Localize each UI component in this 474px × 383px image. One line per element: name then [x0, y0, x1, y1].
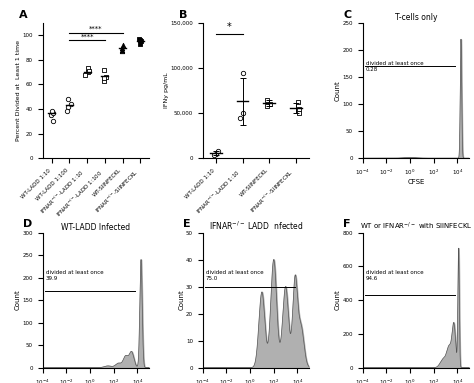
Point — [135, 36, 143, 42]
Point — [67, 101, 75, 107]
Point — [210, 152, 218, 158]
Point — [50, 110, 57, 116]
Point — [49, 118, 56, 124]
Point — [118, 47, 126, 53]
Text: B: B — [179, 10, 188, 20]
Title: T-cells only: T-cells only — [395, 13, 437, 22]
Point — [119, 42, 127, 48]
Text: ****: **** — [81, 34, 94, 39]
Point — [100, 67, 107, 73]
Point — [48, 108, 56, 115]
Point — [294, 99, 302, 105]
Y-axis label: Count: Count — [335, 290, 341, 311]
X-axis label: CFSE: CFSE — [407, 178, 425, 185]
Y-axis label: Count: Count — [15, 290, 21, 311]
Text: A: A — [19, 10, 28, 20]
Y-axis label: Count: Count — [179, 290, 184, 311]
Text: E: E — [183, 219, 191, 229]
Point — [84, 65, 92, 72]
Text: divided at least once
94.6: divided at least once 94.6 — [366, 270, 423, 281]
Text: D: D — [23, 219, 33, 229]
Point — [118, 48, 126, 54]
Point — [81, 72, 89, 78]
Text: divided at least once
39.9: divided at least once 39.9 — [46, 270, 103, 281]
Text: divided at least once
0.28: divided at least once 0.28 — [366, 61, 423, 72]
Title: WT-LADD Infected: WT-LADD Infected — [62, 223, 130, 232]
Point — [239, 110, 247, 116]
Point — [100, 75, 107, 81]
Point — [295, 106, 302, 112]
Point — [102, 74, 110, 80]
Y-axis label: Percent Divided at  Least 1 time: Percent Divided at Least 1 time — [16, 40, 21, 141]
Point — [64, 103, 72, 110]
Point — [264, 103, 271, 109]
Point — [85, 68, 93, 74]
Text: ****: **** — [89, 26, 103, 32]
Text: C: C — [343, 10, 352, 20]
Point — [266, 101, 274, 107]
Point — [136, 37, 144, 43]
Point — [239, 69, 246, 75]
Text: divided at least once
75.0: divided at least once 75.0 — [206, 270, 264, 281]
Point — [236, 115, 244, 121]
Point — [263, 97, 270, 103]
Point — [214, 148, 221, 154]
Point — [64, 108, 71, 115]
Y-axis label: Count: Count — [335, 80, 341, 101]
Point — [47, 112, 55, 118]
Point — [136, 41, 143, 47]
Point — [100, 78, 108, 84]
Point — [137, 38, 145, 44]
Point — [64, 96, 72, 102]
Point — [84, 69, 91, 75]
Text: F: F — [343, 219, 351, 229]
Title: IFNAR$^{-/-}$ LADD  nfected: IFNAR$^{-/-}$ LADD nfected — [209, 219, 303, 232]
Point — [212, 151, 219, 157]
Y-axis label: IFNy pg/mL: IFNy pg/mL — [164, 73, 169, 108]
Point — [295, 110, 303, 116]
Point — [118, 44, 126, 51]
Title: WT or IFNAR$^{-/-}$ with SIINFECKL: WT or IFNAR$^{-/-}$ with SIINFECKL — [360, 221, 472, 232]
Text: *: * — [227, 22, 232, 32]
